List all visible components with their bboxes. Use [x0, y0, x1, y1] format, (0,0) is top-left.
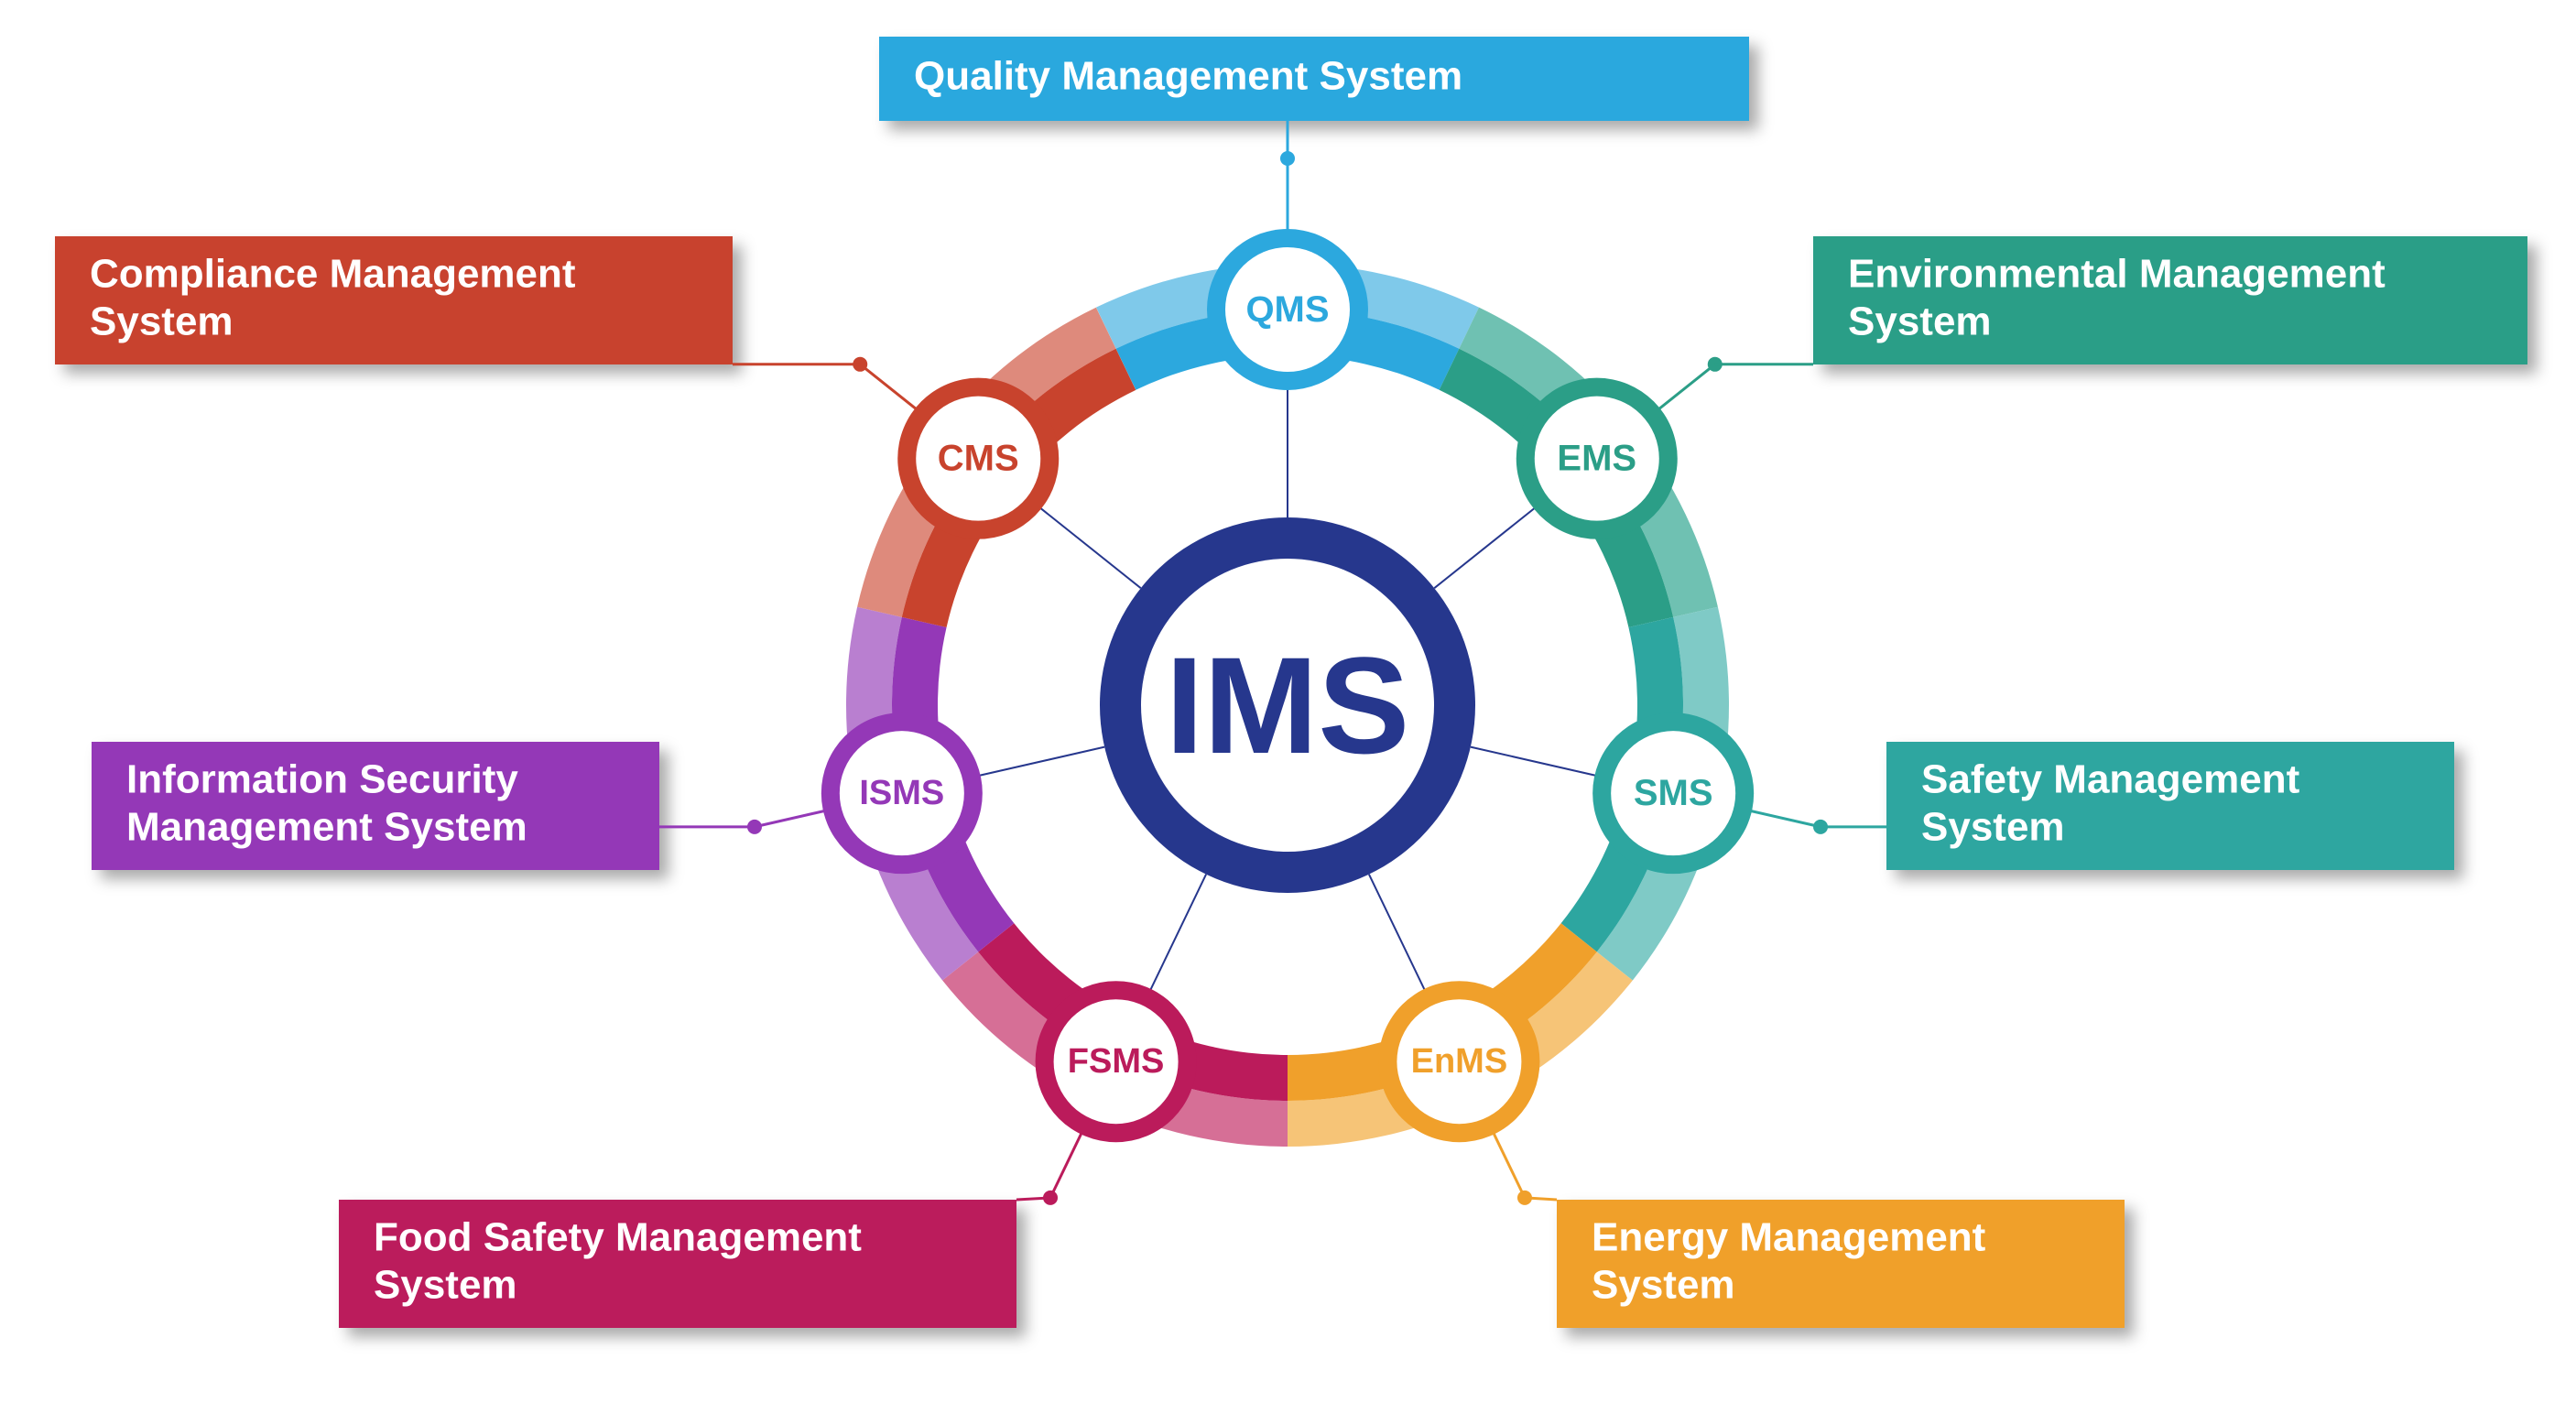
- node-label-ems: EMS: [1557, 439, 1636, 479]
- node-label-enms: EnMS: [1411, 1042, 1508, 1081]
- node-label-fsms: FSMS: [1068, 1042, 1165, 1081]
- label-text-cms-line1: System: [90, 299, 234, 344]
- label-text-isms-line1: Management System: [126, 805, 527, 850]
- node-label-sms: SMS: [1634, 773, 1713, 813]
- node-label-cms: CMS: [938, 439, 1019, 479]
- label-text-fsms-line1: System: [374, 1263, 517, 1308]
- label-text-isms-line0: Information Security: [126, 757, 518, 802]
- ims-radial-diagram: Quality Management System Environmental M…: [0, 0, 2576, 1403]
- label-text-ems-line1: System: [1848, 299, 1992, 344]
- center-hub-layer: IMS: [1100, 517, 1475, 893]
- center-label: IMS: [1166, 628, 1410, 782]
- node-label-isms: ISMS: [859, 774, 944, 812]
- label-text-sms-line1: System: [1921, 805, 2065, 850]
- label-text-qms-line0: Quality Management System: [914, 54, 1462, 99]
- node-label-qms: QMS: [1245, 289, 1329, 330]
- label-text-enms-line1: System: [1592, 1263, 1735, 1308]
- label-text-cms-line0: Compliance Management: [90, 252, 576, 297]
- label-text-enms-line0: Energy Management: [1592, 1215, 1986, 1260]
- label-text-sms-line0: Safety Management: [1921, 757, 2300, 802]
- leader-line-enms: [1525, 1198, 1557, 1200]
- label-text-ems-line0: Environmental Management: [1848, 252, 2386, 297]
- leader-line-fsms: [1016, 1198, 1050, 1200]
- label-text-fsms-line0: Food Safety Management: [374, 1215, 862, 1260]
